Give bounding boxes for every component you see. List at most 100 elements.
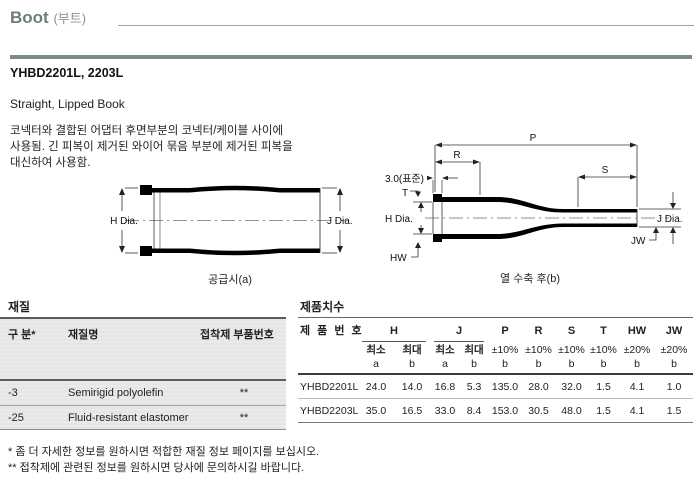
- part-number: YHBD2201L: [300, 380, 359, 393]
- value: 16.5: [401, 404, 423, 417]
- header-sub-max: 최대: [464, 344, 484, 356]
- material-grade: -3: [8, 387, 18, 399]
- header-tolerance: ±10%: [590, 344, 617, 356]
- header-letter: a: [373, 358, 379, 370]
- footnote: ** 접착제에 관련된 정보를 원하시면 당사에 문의하시길 바랍니다.: [8, 462, 305, 474]
- tube-bottom-wall: [433, 223, 637, 242]
- header-group-j: J: [434, 324, 484, 342]
- arrow-right-icon: [427, 175, 433, 181]
- dim-label-p: P: [530, 133, 537, 144]
- header-letter: b: [409, 358, 415, 370]
- value: 4.1: [629, 404, 645, 417]
- diagram-as-supplied: H Dia. J Dia.: [110, 185, 353, 256]
- tube-top-wall: [140, 185, 320, 195]
- header-letter: b: [600, 358, 607, 370]
- value: 4.1: [629, 380, 645, 393]
- header-col-jw: JW: [665, 325, 683, 337]
- dim-label-jw: JW: [631, 236, 646, 247]
- dim-label-r: R: [453, 150, 460, 161]
- table-row: -3 Semirigid polyolefin **: [0, 381, 286, 405]
- value: 1.5: [596, 404, 611, 417]
- material-adhesive: **: [239, 387, 249, 399]
- header-letter: b: [671, 358, 677, 370]
- arrow-up-icon: [337, 188, 343, 195]
- header-letter: b: [634, 358, 640, 370]
- arrow-left-icon: [435, 142, 442, 148]
- style-subtitle: Straight, Lipped Book: [10, 97, 125, 111]
- header-part-number: 제 품 번 호: [300, 325, 364, 337]
- dimension-table-header: 제 품 번 호 H J P R S T HW JW 최소 최대 최소 최대 ±1…: [298, 317, 693, 373]
- header-col-hw: HW: [627, 325, 647, 337]
- tube-top-wall: [433, 194, 637, 213]
- value: 153.0: [491, 404, 519, 417]
- arrow-up-icon: [415, 242, 421, 248]
- value: 33.0: [434, 404, 456, 417]
- material-header-name: 재질명: [68, 329, 99, 341]
- header-letter: b: [535, 358, 542, 370]
- arrow-left-icon: [435, 159, 442, 165]
- arrow-down-icon: [415, 191, 421, 197]
- table-row: -25 Fluid-resistant elastomer **: [0, 405, 286, 429]
- dim-label-s: S: [602, 165, 609, 176]
- value: 32.0: [561, 380, 582, 393]
- dim-label-standard: 3.0(표준): [385, 173, 424, 185]
- arrow-right-icon: [473, 159, 480, 165]
- description-line: 코넥터와 결합된 어댑터 후면부분의 코넥터/케이블 사이에: [10, 125, 284, 137]
- value: 135.0: [491, 380, 519, 393]
- header-sub-max: 최대: [402, 344, 422, 356]
- page-title-kr: (부트): [53, 11, 87, 26]
- footnotes: * 좀 더 자세한 정보를 원하시면 적합한 재질 정보 페이지를 보십시오. …: [8, 444, 319, 476]
- dimension-table: 제 품 번 호 H J P R S T HW JW 최소 최대 최소 최대 ±1…: [298, 317, 693, 423]
- arrow-down-icon: [670, 203, 676, 209]
- footnote: * 좀 더 자세한 정보를 원하시면 적합한 재질 정보 페이지를 보십시오.: [8, 446, 320, 458]
- dim-label-j: J Dia.: [327, 216, 353, 227]
- dim-label-h: H Dia.: [110, 216, 138, 227]
- description-line: 사용됨. 긴 피복이 제거된 와이어 묶음 부분에 제거된 피복을: [10, 141, 293, 153]
- material-table-title: 재질: [8, 300, 31, 314]
- section-rule: [10, 55, 692, 59]
- header-col-t: T: [600, 325, 607, 337]
- page-title-en: Boot: [10, 8, 49, 27]
- arrow-up-icon: [670, 227, 676, 233]
- arrow-down-icon: [418, 228, 424, 234]
- value: 8.4: [466, 404, 482, 417]
- arrow-up-icon: [653, 227, 659, 233]
- header-sub-min: 최소: [366, 344, 386, 356]
- material-adhesive: **: [239, 411, 249, 424]
- title-rule: [118, 25, 694, 26]
- arrow-right-icon: [630, 174, 637, 180]
- header-letter: a: [442, 358, 448, 370]
- header-tolerance: ±10%: [558, 344, 585, 356]
- header-tolerance: ±20%: [660, 344, 688, 356]
- value: 1.5: [666, 404, 682, 417]
- table-row: YHBD2201L 24.0 14.0 16.8 5.3 135.0 28.0 …: [298, 375, 693, 398]
- material-header-grade: 구 분*: [8, 329, 36, 341]
- dimension-table-body: YHBD2201L 24.0 14.0 16.8 5.3 135.0 28.0 …: [298, 373, 693, 423]
- part-number: YHBD2203L: [300, 404, 359, 417]
- tube-bottom-wall: [140, 246, 320, 256]
- value: 30.5: [528, 404, 549, 417]
- material-table: 구 분* 재질명 접착제 부품번호 -3 Semirigid polyolefi…: [0, 317, 286, 430]
- value: 35.0: [365, 404, 387, 417]
- arrow-up-icon: [418, 202, 424, 208]
- value: 24.0: [365, 380, 387, 393]
- dim-label-j: J Dia.: [657, 214, 683, 225]
- material-grade: -25: [8, 411, 24, 424]
- arrow-left-icon: [578, 174, 585, 180]
- material-table-header: 구 분* 재질명 접착제 부품번호: [0, 317, 286, 381]
- value: 1.0: [666, 380, 682, 393]
- value: 1.5: [596, 380, 611, 393]
- description: 코넥터와 결합된 어댑터 후면부분의 코넥터/케이블 사이에 사용됨. 긴 피복…: [10, 123, 350, 171]
- header-tolerance: ±20%: [623, 344, 651, 356]
- arrow-right-icon: [630, 142, 637, 148]
- arrow-down-icon: [337, 246, 343, 253]
- diagram-after-shrink: P R S 3.0(표준) T H Dia. HW: [385, 133, 683, 264]
- material-name: Semirigid polyolefin: [68, 387, 164, 399]
- table-row: YHBD2203L 35.0 16.5 33.0 8.4 153.0 30.5 …: [298, 398, 693, 422]
- material-header-adhesive: 접착제 부품번호: [200, 329, 274, 341]
- value: 14.0: [401, 380, 423, 393]
- caption-after-shrink: 열 수축 후(b): [499, 273, 561, 285]
- header-tolerance: ±10%: [491, 344, 519, 356]
- header-col-p: P: [501, 325, 509, 337]
